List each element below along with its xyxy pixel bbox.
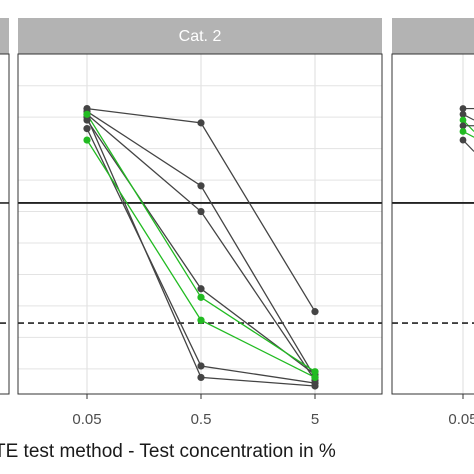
strip-center-label: Cat. 2 [179,28,222,45]
strip-left [0,18,9,54]
strip-right [392,18,474,54]
data-point-6-2 [197,373,205,382]
panel-right-background [392,54,474,394]
data-point-1-2 [197,119,205,127]
panel-center: Cat. 2 0.05 0.5 5 [17,18,383,428]
data-point-2-2 [197,182,205,190]
data-point-8-3 [311,373,319,382]
data-point-8-1 [83,136,91,144]
data-point [459,105,467,112]
data-point-3-2 [197,207,205,216]
x-tick-label: 5 [311,411,319,428]
data-point [459,136,467,144]
panel-left-frame [0,53,10,395]
data-point-1-3 [311,308,319,316]
x-tick-label: 0.05 [72,411,101,428]
panel-center-background [18,54,382,394]
panel-center-grid [18,54,382,394]
data-point [459,116,467,124]
data-point-5-1 [83,125,91,133]
panel-center-x-ticks: 0.05 0.5 5 [72,394,319,428]
data-point-4-2 [197,285,205,293]
x-tick-label: 0.05 [448,411,474,428]
data-point-7-2 [197,293,205,301]
panel-right-x-ticks: 0.05 [448,394,474,428]
data-point-7-3 [311,368,319,376]
panel-left-reference-lines [0,202,9,324]
panel-right-frame [391,53,474,395]
data-point-7-1 [83,110,91,118]
x-axis-title: TE test method - Test concentration in % [0,441,336,462]
panel-left [0,18,10,395]
panel-right-series [459,105,474,152]
panel-right-reference-lines [392,202,474,324]
data-point [459,110,467,118]
data-point [459,122,467,130]
panel-center-frame [17,53,383,395]
x-tick-label: 0.5 [191,411,212,428]
data-point-5-2 [197,362,205,370]
panel-center-series [83,104,319,390]
panel-right: 0.05 [391,18,474,428]
data-point-8-2 [197,316,205,324]
strip-center [18,18,382,54]
data-point [459,128,467,135]
data-point-6-3 [311,382,319,390]
